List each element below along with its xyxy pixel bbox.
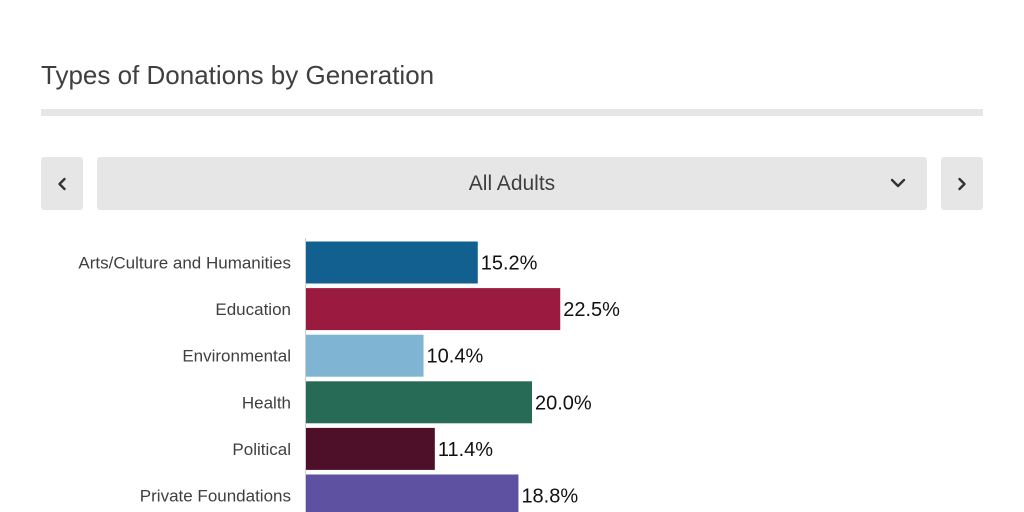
chevron-left-icon xyxy=(58,177,66,190)
chart-title: Types of Donations by Generation xyxy=(41,60,435,90)
value-label: 15.2% xyxy=(481,253,538,275)
bar xyxy=(306,474,519,512)
chevron-right-icon xyxy=(958,177,966,190)
bar xyxy=(306,381,532,424)
category-label: Arts/Culture and Humanities xyxy=(78,254,291,273)
chevron-down-icon xyxy=(889,174,907,192)
category-label: Health xyxy=(242,393,291,412)
value-label: 20.0% xyxy=(535,392,592,414)
value-label: 10.4% xyxy=(427,346,484,368)
value-label: 11.4% xyxy=(438,439,493,461)
category-label: Education xyxy=(215,300,291,319)
generation-select[interactable]: All Adults xyxy=(97,157,927,210)
title-divider xyxy=(41,109,983,116)
generation-select-value: All Adults xyxy=(468,172,556,195)
value-label: 22.5% xyxy=(563,299,620,321)
bar xyxy=(306,241,478,284)
bar xyxy=(306,427,435,470)
bar xyxy=(306,288,561,331)
category-label: Private Foundations xyxy=(140,487,291,506)
category-label: Environmental xyxy=(182,347,291,366)
category-label: Political xyxy=(232,440,291,459)
value-label: 18.8% xyxy=(521,486,578,508)
next-button[interactable] xyxy=(941,157,983,210)
previous-button[interactable] xyxy=(41,157,83,210)
bar xyxy=(306,334,424,377)
